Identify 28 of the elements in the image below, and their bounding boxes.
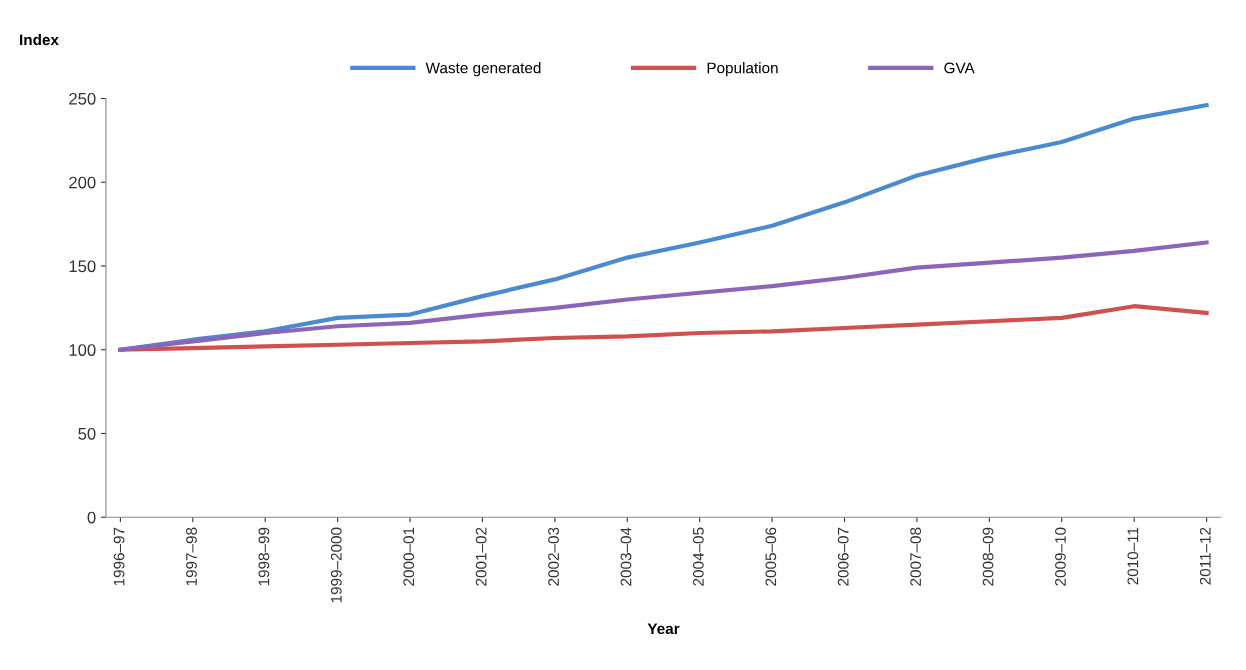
legend-label: GVA xyxy=(944,62,975,74)
x-tick-label: 2004–05 xyxy=(692,527,704,586)
y-tick-label: 0 xyxy=(87,511,96,524)
x-tick-label: 2000–01 xyxy=(403,527,415,586)
x-axis-title: Year xyxy=(647,623,680,635)
x-tick-label: 1998–99 xyxy=(258,527,270,586)
x-tick-label: 2011–12 xyxy=(1199,527,1211,585)
y-tick-label: 100 xyxy=(69,344,96,356)
line-series xyxy=(118,240,1209,352)
legend-label: Waste generated xyxy=(425,62,541,77)
x-tick-label: 2010–11 xyxy=(1127,527,1139,585)
x-tick-label: 2008–09 xyxy=(982,527,994,586)
x-tick-label: 2007–08 xyxy=(910,527,922,586)
x-tick-label: 2009–10 xyxy=(1055,527,1066,586)
x-tick-label: 1996–97 xyxy=(113,527,125,586)
legend-label: Population xyxy=(707,62,778,77)
x-tick-label: 2001–02 xyxy=(475,527,487,586)
x-tick-label: 2005–06 xyxy=(765,527,777,586)
x-tick-label: 2003–04 xyxy=(620,527,632,586)
y-tick-label: 50 xyxy=(78,427,96,440)
x-tick-label: 1999–2000 xyxy=(330,527,342,603)
x-tick-label: 2006–07 xyxy=(837,527,849,586)
x-tick-label: 2002–03 xyxy=(548,527,559,586)
y-tick-label: 250 xyxy=(69,92,96,105)
x-tick-label: 1997–98 xyxy=(186,527,197,586)
y-axis-title: Index xyxy=(20,34,59,46)
y-tick-label: 200 xyxy=(69,176,96,189)
y-tick-label: 150 xyxy=(69,260,96,273)
